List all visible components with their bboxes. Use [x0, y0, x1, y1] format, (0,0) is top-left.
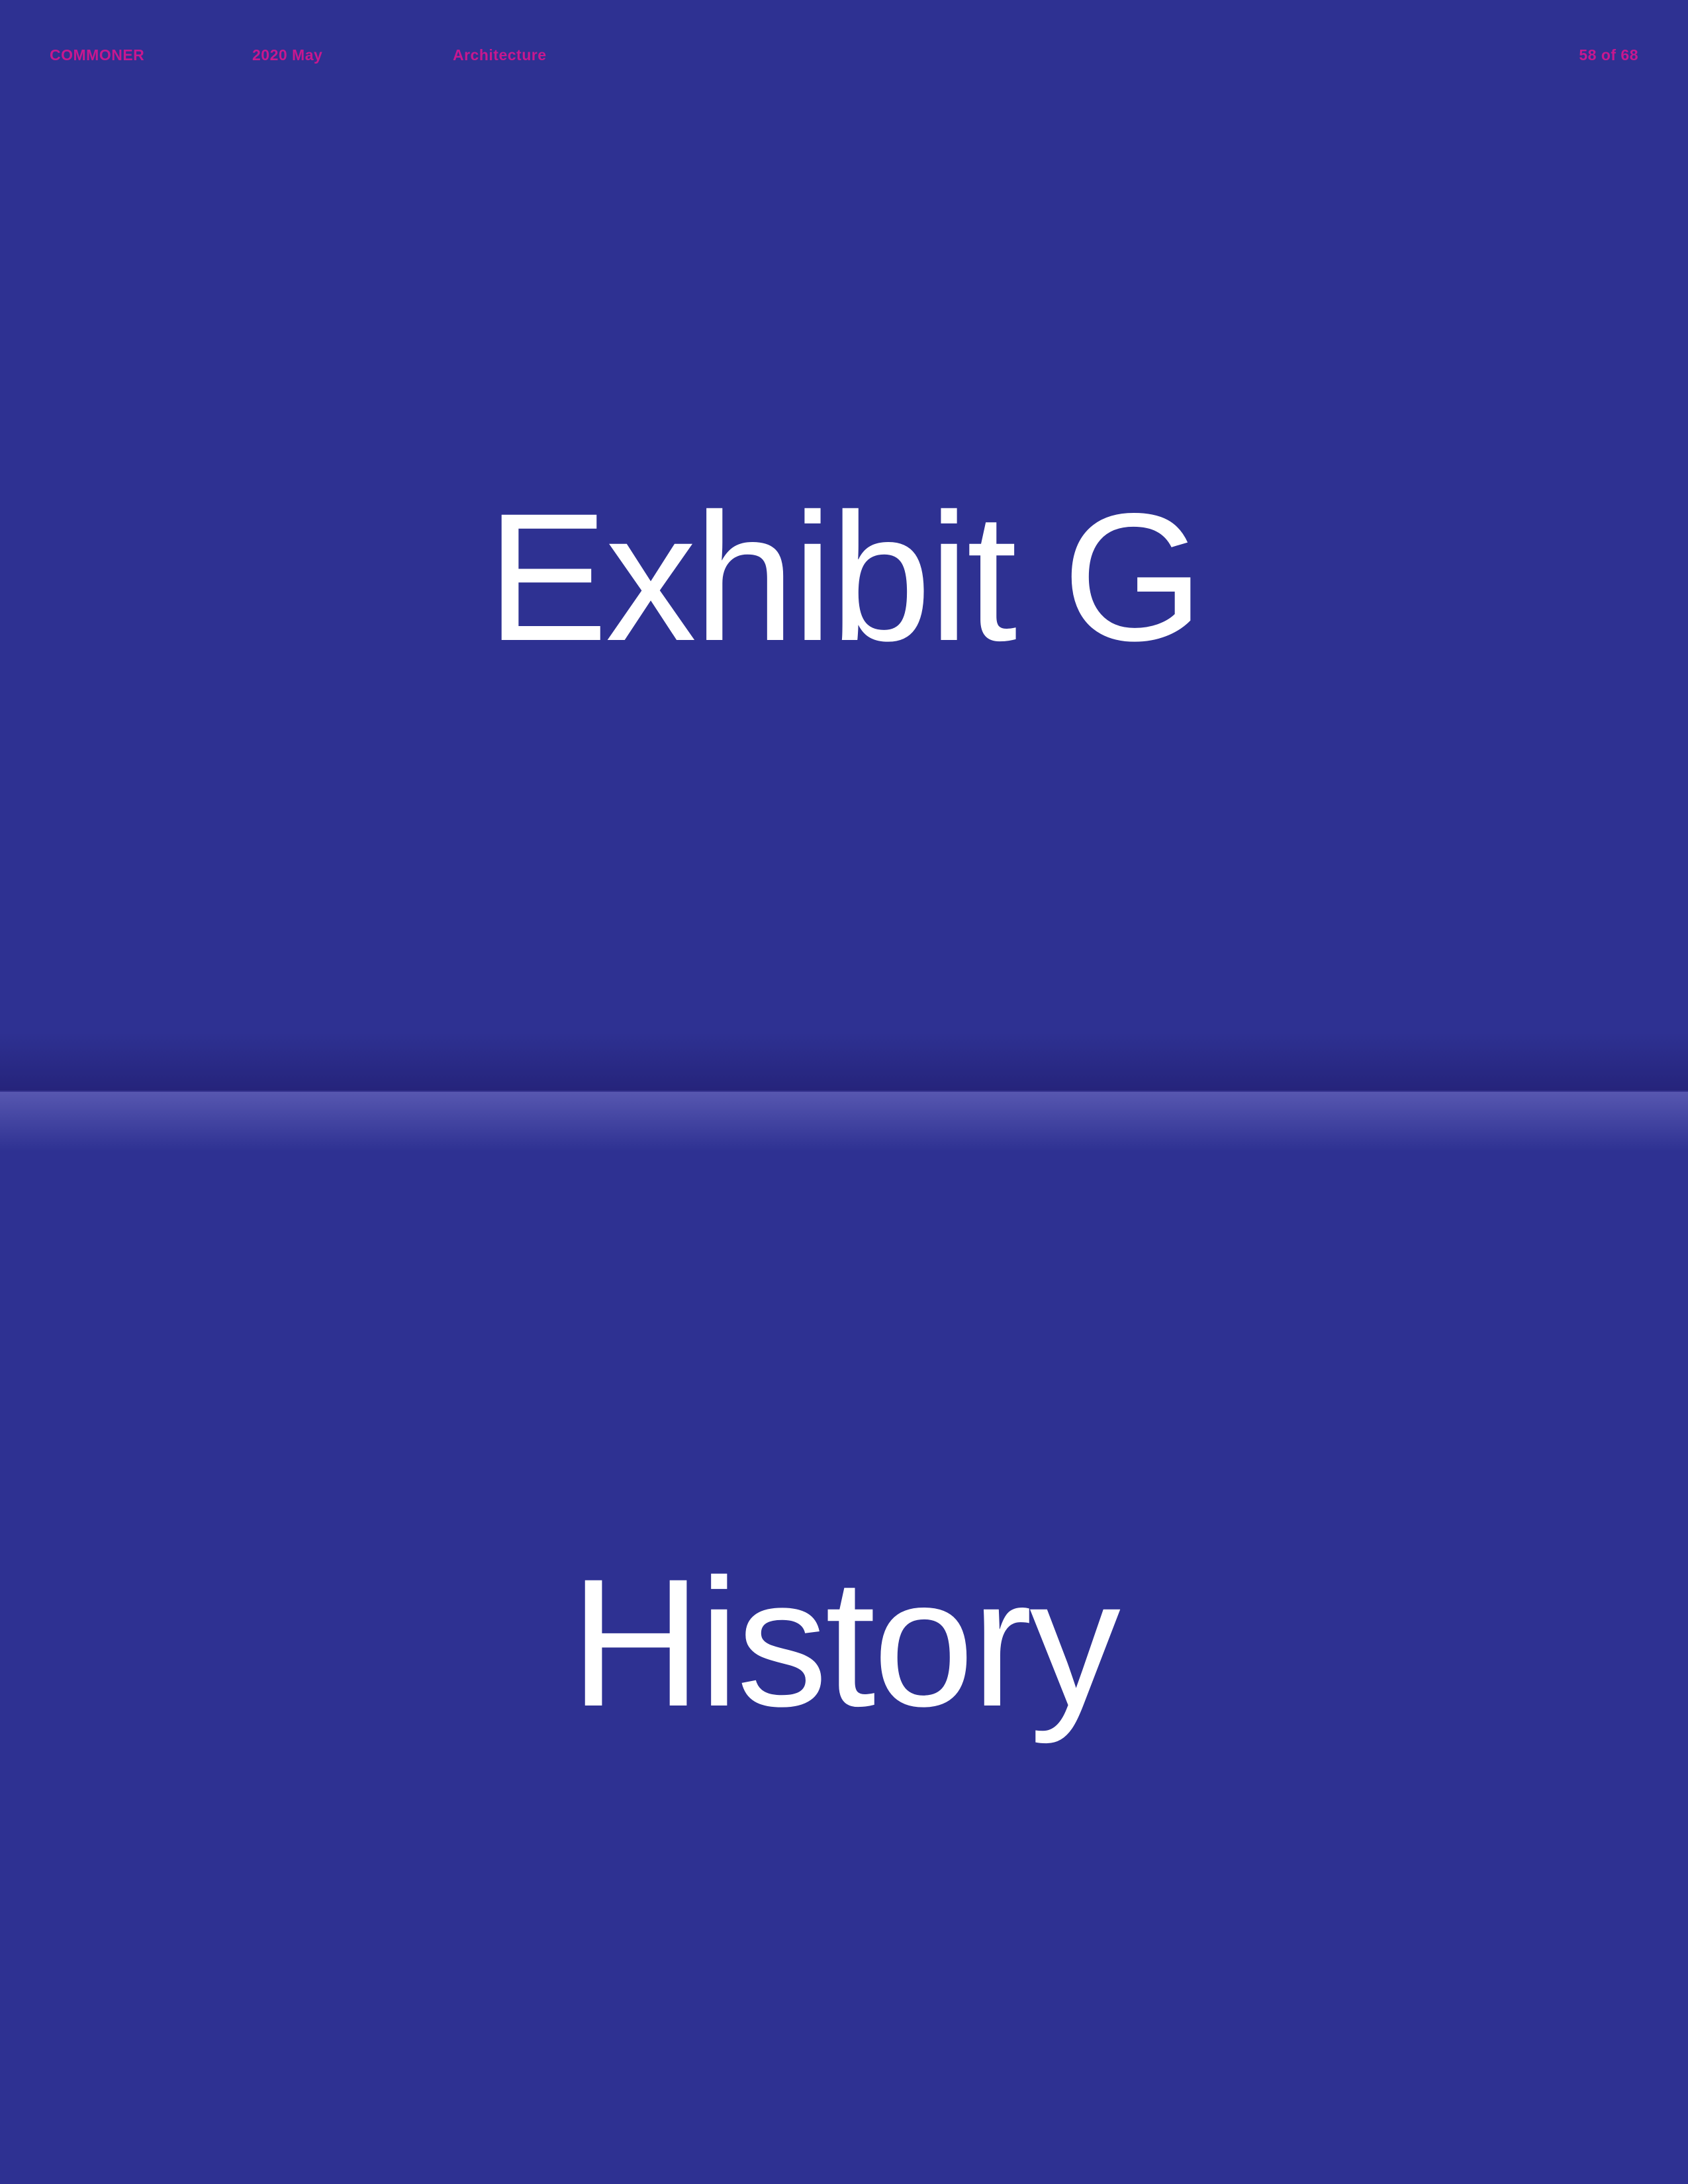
page-header: COMMONER 2020 May Architecture 58 of 68 — [0, 46, 1688, 73]
page-fold-divider — [0, 1091, 1688, 1093]
section-name: Architecture — [453, 46, 547, 64]
publication-name: COMMONER — [50, 46, 145, 64]
history-title: History — [570, 1541, 1121, 1745]
exhibit-title: Exhibit G — [487, 476, 1204, 679]
fold-shadow — [0, 1032, 1688, 1092]
page-counter: 58 of 68 — [1579, 46, 1638, 64]
fold-highlight — [0, 1092, 1688, 1152]
issue-date: 2020 May — [252, 46, 323, 64]
